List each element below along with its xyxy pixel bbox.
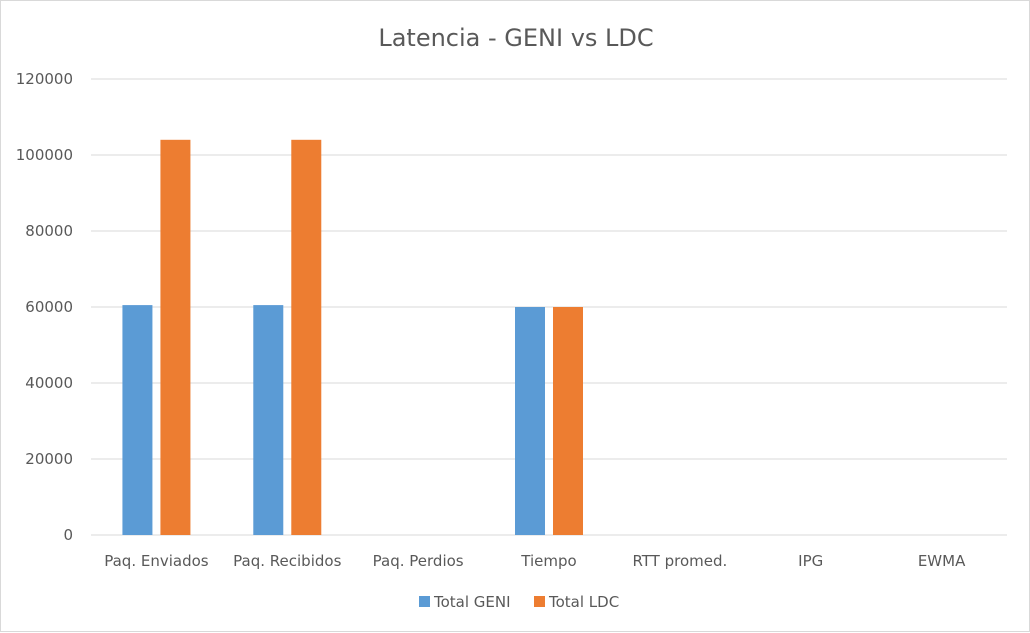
bars bbox=[122, 139, 583, 536]
bar-total-geni-1 bbox=[253, 305, 284, 535]
y-tick-label: 80000 bbox=[25, 222, 73, 240]
chart-title: Latencia - GENI vs LDC bbox=[378, 24, 653, 52]
legend: Total GENI Total LDC bbox=[419, 593, 619, 611]
y-tick-label: 20000 bbox=[25, 450, 73, 468]
y-tick-label: 100000 bbox=[16, 146, 73, 164]
x-category-label: Tiempo bbox=[520, 552, 576, 570]
legend-swatch bbox=[534, 596, 545, 607]
legend-label: Total GENI bbox=[433, 593, 511, 611]
x-category-label: Paq. Enviados bbox=[104, 552, 209, 570]
y-tick-label: 40000 bbox=[25, 374, 73, 392]
bar-total-geni-3 bbox=[515, 307, 545, 535]
bar-total-ldc-3 bbox=[553, 307, 583, 535]
gridlines bbox=[91, 78, 1007, 536]
x-category-label: RTT promed. bbox=[632, 552, 727, 570]
bar-total-geni-0 bbox=[122, 305, 153, 535]
x-category-label: Paq. Recibidos bbox=[233, 552, 341, 570]
bar-total-ldc-1 bbox=[291, 139, 322, 536]
y-tick-label: 120000 bbox=[16, 70, 73, 88]
x-axis-categories: Paq. Enviados Paq. Recibidos Paq. Perdios T… bbox=[104, 552, 966, 570]
legend-label: Total LDC bbox=[548, 593, 619, 611]
y-tick-label: 60000 bbox=[25, 298, 73, 316]
x-category-label: IPG bbox=[798, 552, 823, 570]
legend-swatch bbox=[419, 596, 430, 607]
y-tick-label: 0 bbox=[63, 526, 73, 544]
x-category-label: EWMA bbox=[918, 552, 966, 570]
x-category-label: Paq. Perdios bbox=[373, 552, 464, 570]
bar-total-ldc-0 bbox=[160, 139, 191, 536]
y-axis-ticks: 0 20000 40000 60000 80000 100000 120000 bbox=[16, 70, 73, 544]
